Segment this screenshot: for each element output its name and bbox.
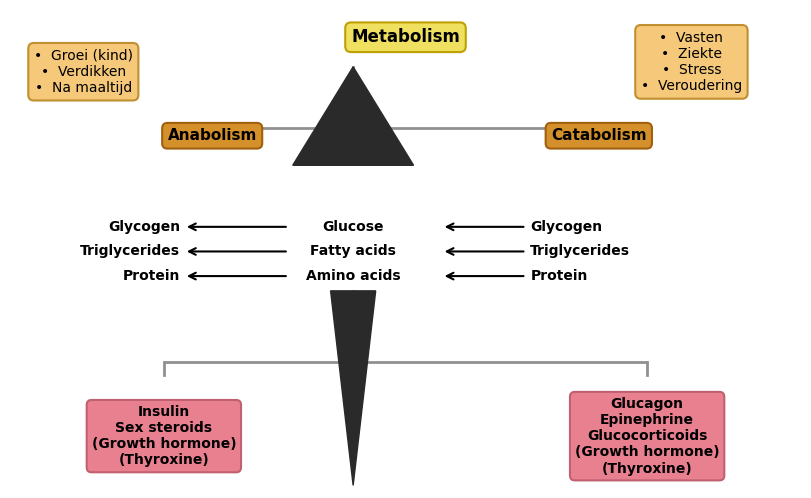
Text: •  Vasten
•  Ziekte
•  Stress
•  Veroudering: • Vasten • Ziekte • Stress • Veroudering: [641, 30, 742, 93]
Text: Triglycerides: Triglycerides: [80, 245, 180, 258]
Text: Fatty acids: Fatty acids: [311, 245, 396, 258]
Polygon shape: [331, 291, 375, 486]
Text: Protein: Protein: [122, 269, 180, 283]
Text: Insulin
Sex steroids
(Growth hormone)
(Thyroxine): Insulin Sex steroids (Growth hormone) (T…: [92, 405, 236, 468]
Text: Metabolism: Metabolism: [351, 28, 460, 46]
Text: Catabolism: Catabolism: [551, 128, 646, 143]
Polygon shape: [293, 67, 414, 165]
Text: Triglycerides: Triglycerides: [530, 245, 630, 258]
Text: Glucagon
Epinephrine
Glucocorticoids
(Growth hormone)
(Thyroxine): Glucagon Epinephrine Glucocorticoids (Gr…: [575, 397, 719, 476]
Text: Anabolism: Anabolism: [168, 128, 257, 143]
Text: Glucose: Glucose: [323, 220, 384, 234]
Text: Glycogen: Glycogen: [108, 220, 180, 234]
Text: Protein: Protein: [530, 269, 588, 283]
Text: Amino acids: Amino acids: [306, 269, 401, 283]
Text: Glycogen: Glycogen: [530, 220, 603, 234]
Text: •  Groei (kind)
•  Verdikken
•  Na maaltijd: • Groei (kind) • Verdikken • Na maaltijd: [34, 48, 133, 95]
